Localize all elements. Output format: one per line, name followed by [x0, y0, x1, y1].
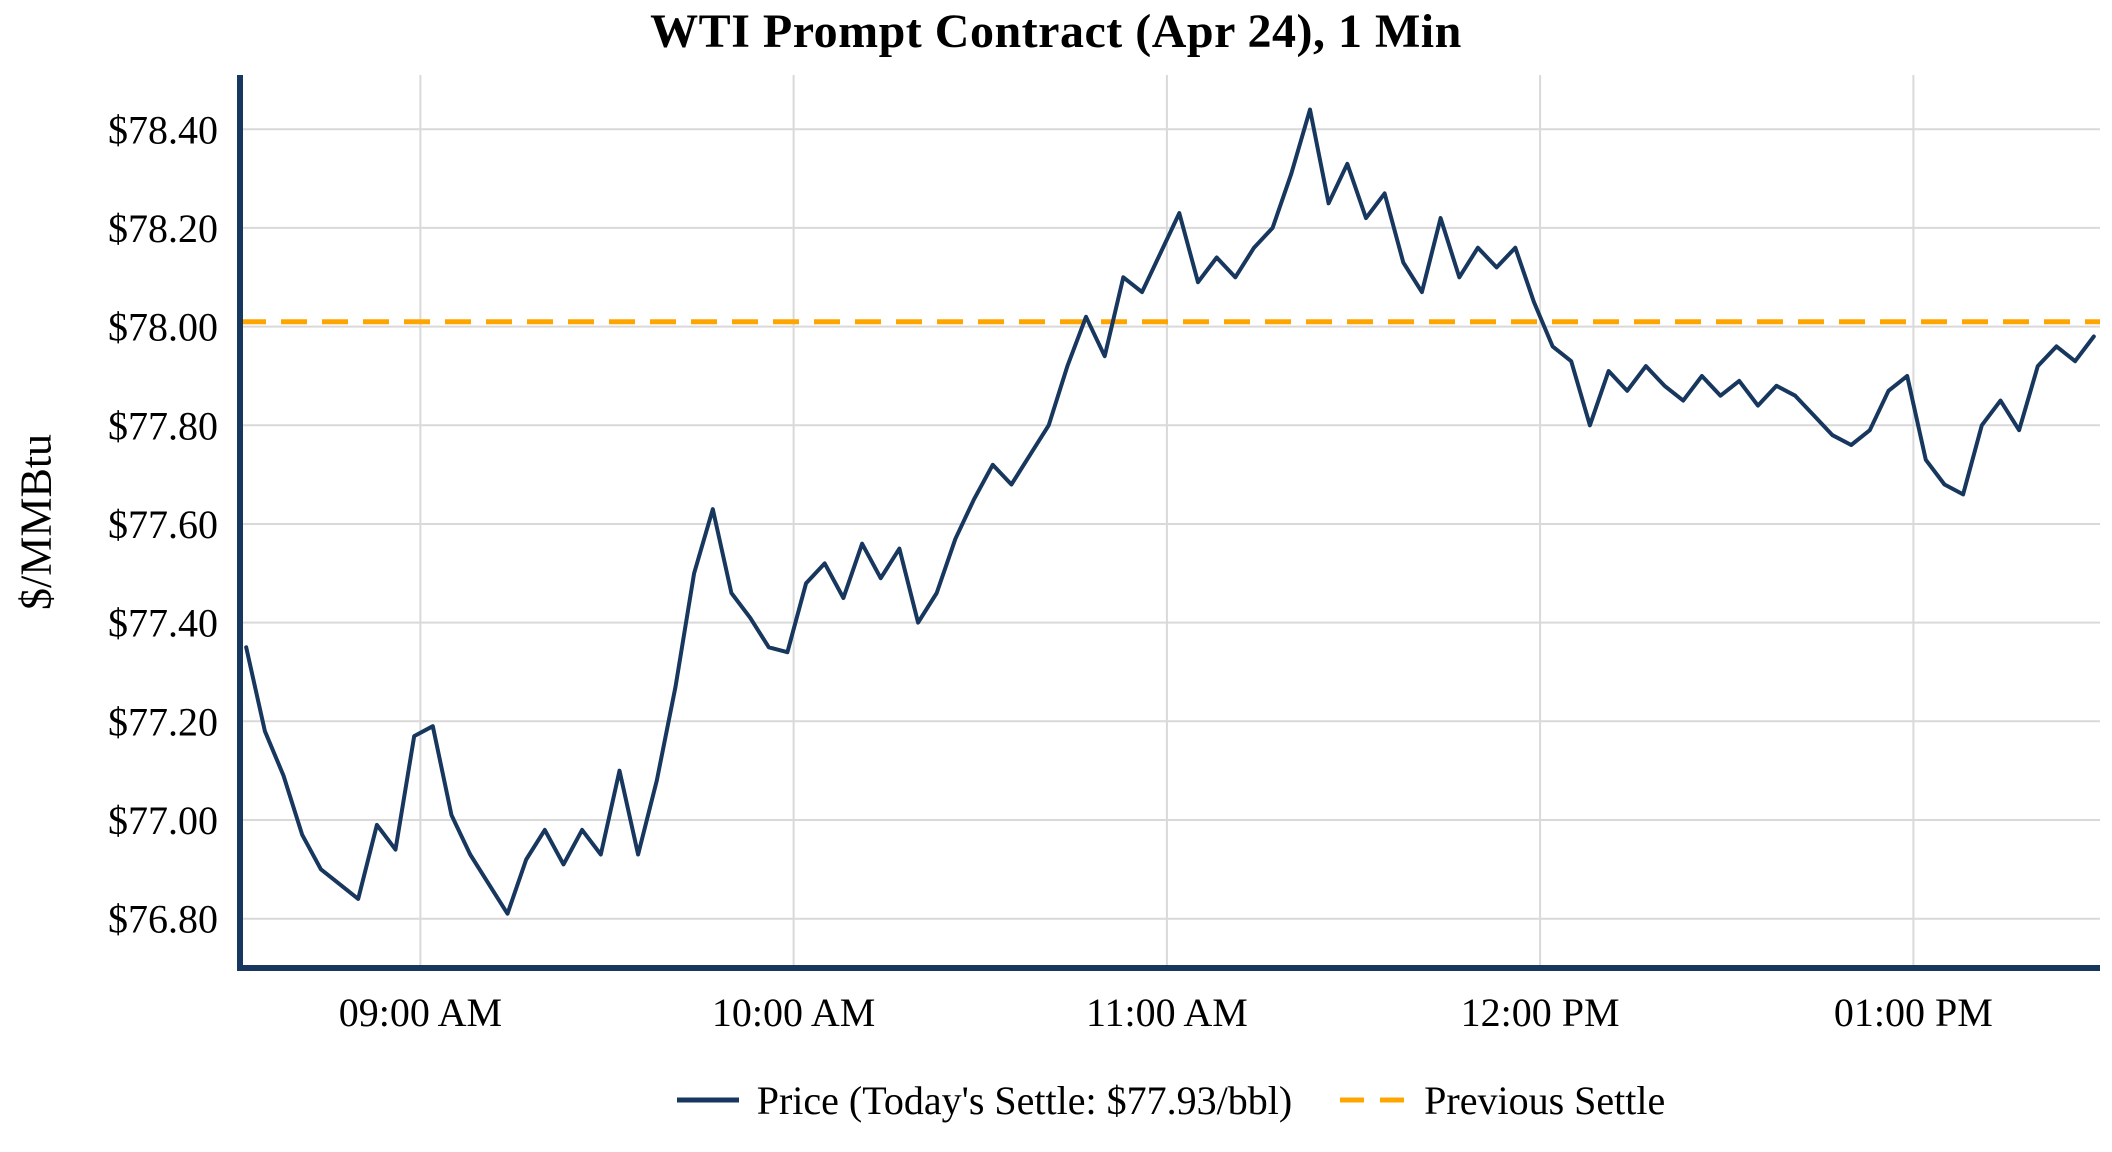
- x-tick-label: 10:00 AM: [712, 990, 875, 1035]
- legend-label-price: Price (Today's Settle: $77.93/bbl): [756, 1077, 1293, 1123]
- y-tick-label: $77.00: [108, 798, 218, 843]
- price-line-swatch-icon: [676, 1097, 739, 1103]
- price-line: [244, 107, 2096, 916]
- x-tick-label: 11:00 AM: [1086, 990, 1248, 1035]
- y-tick-label: $77.20: [108, 699, 218, 744]
- legend: Price (Today's Settle: $77.93/bbl) Previ…: [240, 1072, 2100, 1128]
- y-tick-label: $77.40: [108, 601, 218, 646]
- y-tick-label: $76.80: [108, 897, 218, 942]
- legend-label-prev-settle: Previous Settle: [1424, 1077, 1666, 1123]
- x-tick-label: 01:00 PM: [1834, 990, 1993, 1035]
- legend-item-prev-settle: Previous Settle: [1338, 1077, 1665, 1124]
- prev-settle-line-swatch-icon: [1340, 1097, 1407, 1103]
- y-tick-label: $78.00: [108, 305, 218, 350]
- y-tick-label: $77.80: [108, 403, 218, 448]
- x-tick-label: 09:00 AM: [339, 990, 502, 1035]
- y-tick-label: $78.40: [108, 107, 218, 152]
- y-tick-label: $77.60: [108, 502, 218, 547]
- y-tick-label: $78.20: [108, 206, 218, 251]
- legend-item-price: Price (Today's Settle: $77.93/bbl): [675, 1077, 1292, 1124]
- chart-title: WTI Prompt Contract (Apr 24), 1 Min: [650, 5, 1462, 58]
- x-tick-label: 12:00 PM: [1461, 990, 1620, 1035]
